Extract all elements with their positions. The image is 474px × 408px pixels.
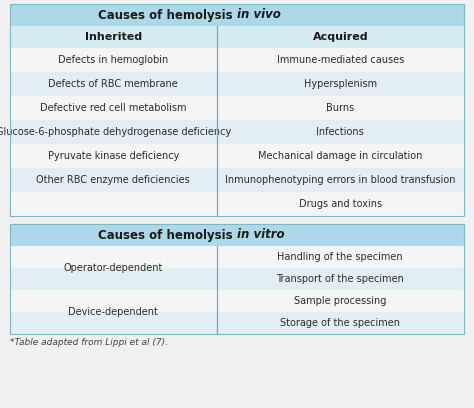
- Text: Burns: Burns: [326, 103, 355, 113]
- Bar: [10, 26, 464, 48]
- Text: Transport of the specimen: Transport of the specimen: [276, 274, 404, 284]
- Text: Mechanical damage in circulation: Mechanical damage in circulation: [258, 151, 422, 161]
- Text: Operator-dependent: Operator-dependent: [64, 263, 163, 273]
- Text: Acquired: Acquired: [312, 32, 368, 42]
- Bar: [10, 72, 464, 96]
- Bar: [10, 120, 464, 144]
- Bar: [10, 312, 464, 334]
- Text: Infections: Infections: [317, 127, 364, 137]
- Bar: [10, 268, 464, 290]
- Text: Inherited: Inherited: [85, 32, 142, 42]
- Bar: [10, 246, 464, 268]
- Text: Causes of hemolysis: Causes of hemolysis: [98, 9, 237, 22]
- Text: Causes of hemolysis: Causes of hemolysis: [98, 228, 237, 242]
- Bar: [10, 144, 464, 168]
- Text: in vivo: in vivo: [237, 9, 281, 22]
- Text: Glucose-6-phosphate dehydrogenase deficiency: Glucose-6-phosphate dehydrogenase defici…: [0, 127, 231, 137]
- Bar: [10, 4, 464, 216]
- Bar: [10, 168, 464, 192]
- Text: Sample processing: Sample processing: [294, 296, 386, 306]
- Bar: [10, 96, 464, 120]
- Text: Hypersplenism: Hypersplenism: [304, 79, 377, 89]
- Text: Other RBC enzyme deficiencies: Other RBC enzyme deficiencies: [36, 175, 190, 185]
- Text: Defects in hemoglobin: Defects in hemoglobin: [58, 55, 168, 65]
- Text: Device-dependent: Device-dependent: [68, 307, 158, 317]
- Bar: [10, 224, 464, 334]
- Text: Handling of the specimen: Handling of the specimen: [277, 252, 403, 262]
- Text: in vitro: in vitro: [237, 228, 284, 242]
- Text: Defects of RBC membrane: Defects of RBC membrane: [48, 79, 178, 89]
- Text: Inmunophenotyping errors in blood transfusion: Inmunophenotyping errors in blood transf…: [225, 175, 456, 185]
- Text: Drugs and toxins: Drugs and toxins: [299, 199, 382, 209]
- Text: Storage of the specimen: Storage of the specimen: [280, 318, 400, 328]
- Text: Immune-mediated causes: Immune-mediated causes: [277, 55, 404, 65]
- Text: Pyruvate kinase deficiency: Pyruvate kinase deficiency: [47, 151, 179, 161]
- Bar: [10, 192, 464, 216]
- Bar: [10, 48, 464, 72]
- Bar: [10, 290, 464, 312]
- Bar: [10, 224, 464, 246]
- Bar: [10, 4, 464, 26]
- Text: *Table adapted from Lippi et al (7).: *Table adapted from Lippi et al (7).: [10, 338, 168, 347]
- Text: Defective red cell metabolism: Defective red cell metabolism: [40, 103, 187, 113]
